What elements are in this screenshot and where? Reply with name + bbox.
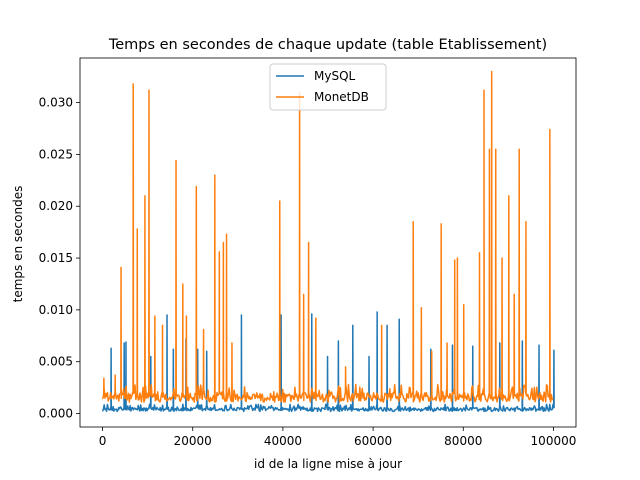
- y-tick-label: 0.020: [39, 199, 73, 213]
- plot-area: [101, 70, 555, 413]
- y-tick-label: 0.000: [39, 407, 73, 421]
- chart-title: Temps en secondes de chaque update (tabl…: [108, 37, 547, 53]
- plot-frame: [79, 57, 577, 428]
- y-tick-label: 0.030: [39, 96, 73, 110]
- series-line-monetdb: [101, 70, 554, 403]
- y-tick-label: 0.025: [39, 147, 73, 161]
- legend-label-mysql: MySQL: [314, 69, 356, 83]
- x-tick-label: 20000: [174, 434, 212, 448]
- y-tick-label: 0.015: [39, 251, 73, 265]
- axes: 0 20000 40000 60000 80000 100000 0.000 0.005 0.0…: [39, 57, 577, 448]
- legend-label-monetdb: MonetDB: [314, 90, 369, 104]
- y-tick-label: 0.005: [39, 355, 73, 369]
- x-tick-label: 60000: [354, 434, 392, 448]
- series-line-mysql: [101, 311, 555, 413]
- x-tick-label: 80000: [444, 434, 482, 448]
- legend: MySQL MonetDB: [269, 63, 387, 111]
- y-axis-label: temps en secondes: [11, 186, 25, 303]
- y-tick-label: 0.010: [39, 303, 73, 317]
- x-axis-label: id de la ligne mise à jour: [254, 457, 402, 471]
- x-tick-label: 0: [99, 434, 107, 448]
- x-tick-label: 40000: [264, 434, 302, 448]
- x-tick-label: 100000: [531, 434, 577, 448]
